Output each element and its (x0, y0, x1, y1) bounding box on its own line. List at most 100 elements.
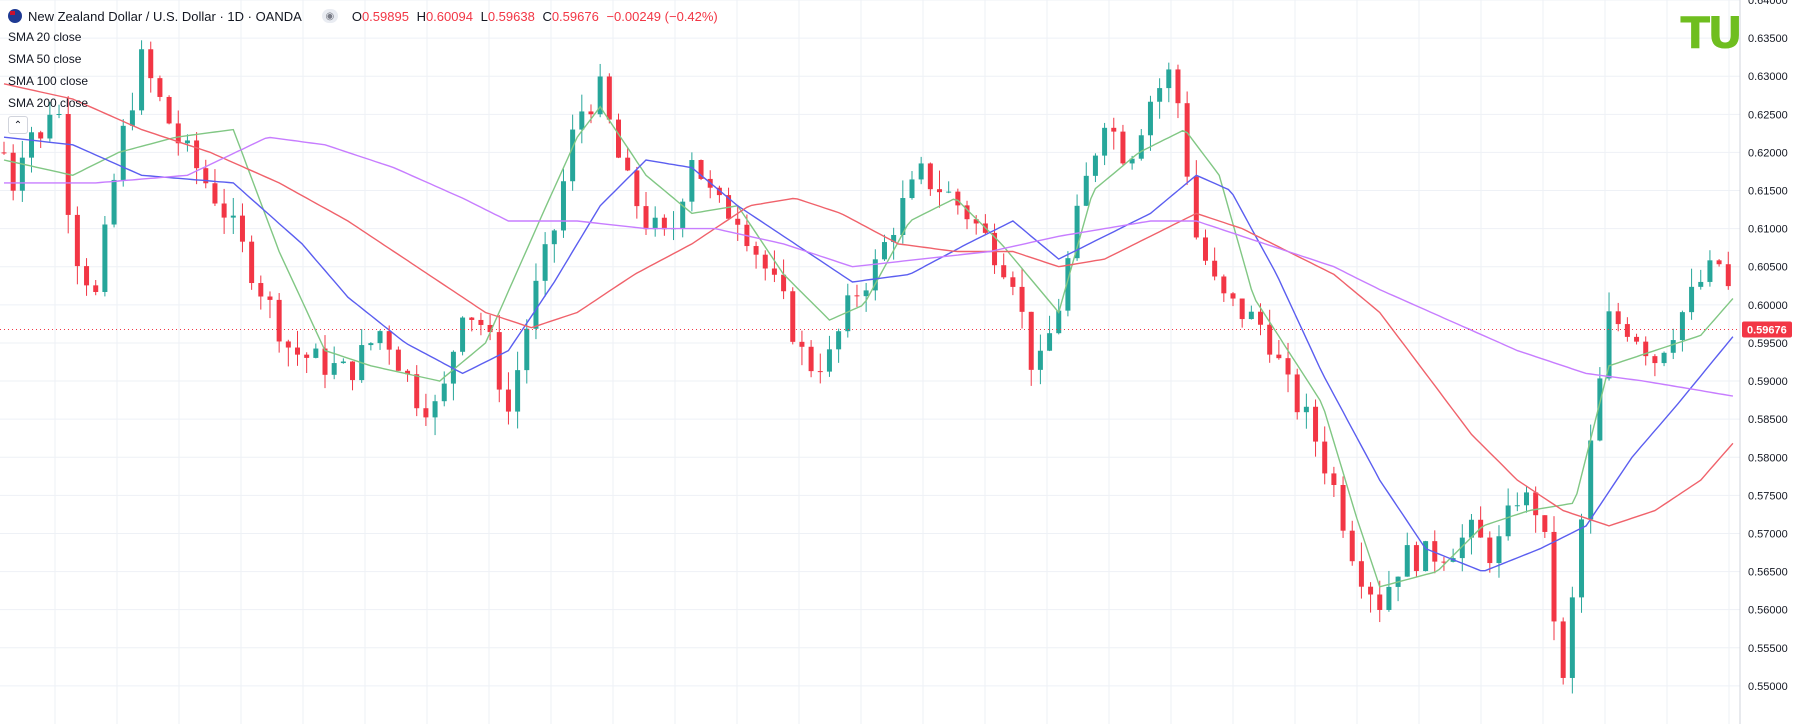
candle-body (304, 354, 310, 358)
candle-body (212, 183, 218, 204)
price-tick-label: 0.56000 (1748, 605, 1788, 617)
candle-body (1423, 541, 1429, 572)
candle-body (1322, 441, 1328, 474)
candle-body (579, 111, 585, 130)
collapse-legend-button[interactable]: ⌃ (8, 116, 28, 134)
price-tick-label: 0.61000 (1748, 224, 1788, 236)
candle-body (1056, 310, 1062, 334)
candle-body (946, 191, 952, 193)
candle-body (267, 296, 273, 300)
candle-body (1652, 356, 1658, 364)
candle-body (84, 266, 90, 286)
candle-body (964, 205, 970, 220)
candle-body (1698, 281, 1704, 287)
candle-body (414, 374, 420, 409)
candle-body (1432, 541, 1438, 562)
candle-body (496, 332, 502, 390)
candle-body (1413, 545, 1419, 572)
eye-icon[interactable]: ◉ (321, 9, 338, 23)
tu-logo: TU (1680, 8, 1743, 59)
indicator-sma100[interactable]: SMA 100 close (8, 74, 89, 88)
candle-body (405, 370, 411, 375)
candle-body (1102, 127, 1108, 156)
candle-body (1689, 286, 1695, 313)
candle-body (1303, 406, 1309, 413)
candle-body (1276, 354, 1282, 359)
candle-body (1294, 374, 1300, 413)
candle-body (221, 203, 227, 218)
candle-body (551, 230, 557, 245)
candle-body (1010, 277, 1016, 287)
candle-body (322, 348, 328, 375)
candle-body (735, 218, 741, 225)
high-label: H (416, 8, 426, 24)
candle-body (1212, 260, 1218, 277)
indicator-sma200[interactable]: SMA 200 close (8, 96, 89, 110)
candle-body (1147, 101, 1153, 136)
candle-body (1542, 515, 1548, 532)
candle-body (973, 219, 979, 224)
price-tick-label: 0.55000 (1748, 681, 1788, 693)
price-tick-label: 0.63000 (1748, 71, 1788, 83)
symbol-title[interactable]: New Zealand Dollar / U.S. Dollar · 1D · … (28, 8, 302, 24)
candle-body (1597, 378, 1603, 441)
price-tick-label: 0.59000 (1748, 376, 1788, 388)
candle-body (1725, 264, 1731, 287)
candle-body (753, 246, 759, 255)
candle-body (1579, 519, 1585, 598)
candle-body (331, 363, 337, 375)
candle-body (1716, 260, 1722, 265)
candle-body (38, 132, 44, 139)
candle-body (1313, 406, 1319, 442)
candle-body (1221, 276, 1227, 294)
candle-body (395, 349, 401, 371)
sma50-line (3, 136, 1734, 572)
candle-body (698, 160, 704, 179)
price-tick-label: 0.60500 (1748, 262, 1788, 274)
candle-body (1459, 537, 1465, 559)
price-tick-label: 0.59500 (1748, 338, 1788, 350)
candle-body (129, 110, 135, 126)
candle-body (285, 341, 291, 348)
candle-body (955, 191, 961, 206)
open-label: O (351, 8, 362, 24)
candle-body (1285, 358, 1291, 375)
candle-body (487, 324, 493, 333)
price-tick-label: 0.60000 (1748, 300, 1788, 312)
candle-body (1523, 492, 1529, 506)
candle-body (790, 291, 796, 342)
candle-body (148, 49, 154, 79)
candle-body (1377, 594, 1383, 610)
candle-body (1184, 103, 1190, 177)
candle-body (872, 259, 878, 291)
candle-body (1047, 333, 1053, 351)
candle-body (1175, 69, 1181, 104)
indicator-sma20[interactable]: SMA 20 close (8, 30, 82, 44)
indicator-sma50[interactable]: SMA 50 close (8, 52, 82, 66)
candle-body (927, 163, 933, 190)
candle-body (1230, 293, 1236, 299)
candle-body (1120, 131, 1126, 164)
candle-body (423, 408, 429, 418)
candle-body (230, 215, 236, 218)
candle-body (469, 317, 475, 320)
candle-body (1193, 176, 1199, 238)
price-tick-label: 0.57500 (1748, 490, 1788, 502)
candle-body (1643, 341, 1649, 357)
price-tick-label: 0.58000 (1748, 452, 1788, 464)
change-value: −0.00249 (−0.42%) (606, 8, 718, 24)
candle-body (1258, 311, 1264, 325)
candle-body (1468, 519, 1474, 538)
candle-body (625, 157, 631, 171)
candle-body (368, 343, 374, 346)
price-tick-label: 0.57000 (1748, 528, 1788, 540)
candle-body (771, 268, 777, 275)
candle-body (1606, 311, 1612, 379)
low-label: L (480, 8, 488, 24)
candle-body (524, 328, 530, 371)
candle-body (1267, 324, 1273, 355)
candle-body (597, 76, 603, 115)
candle-body (1533, 492, 1539, 516)
candle-body (478, 319, 484, 325)
